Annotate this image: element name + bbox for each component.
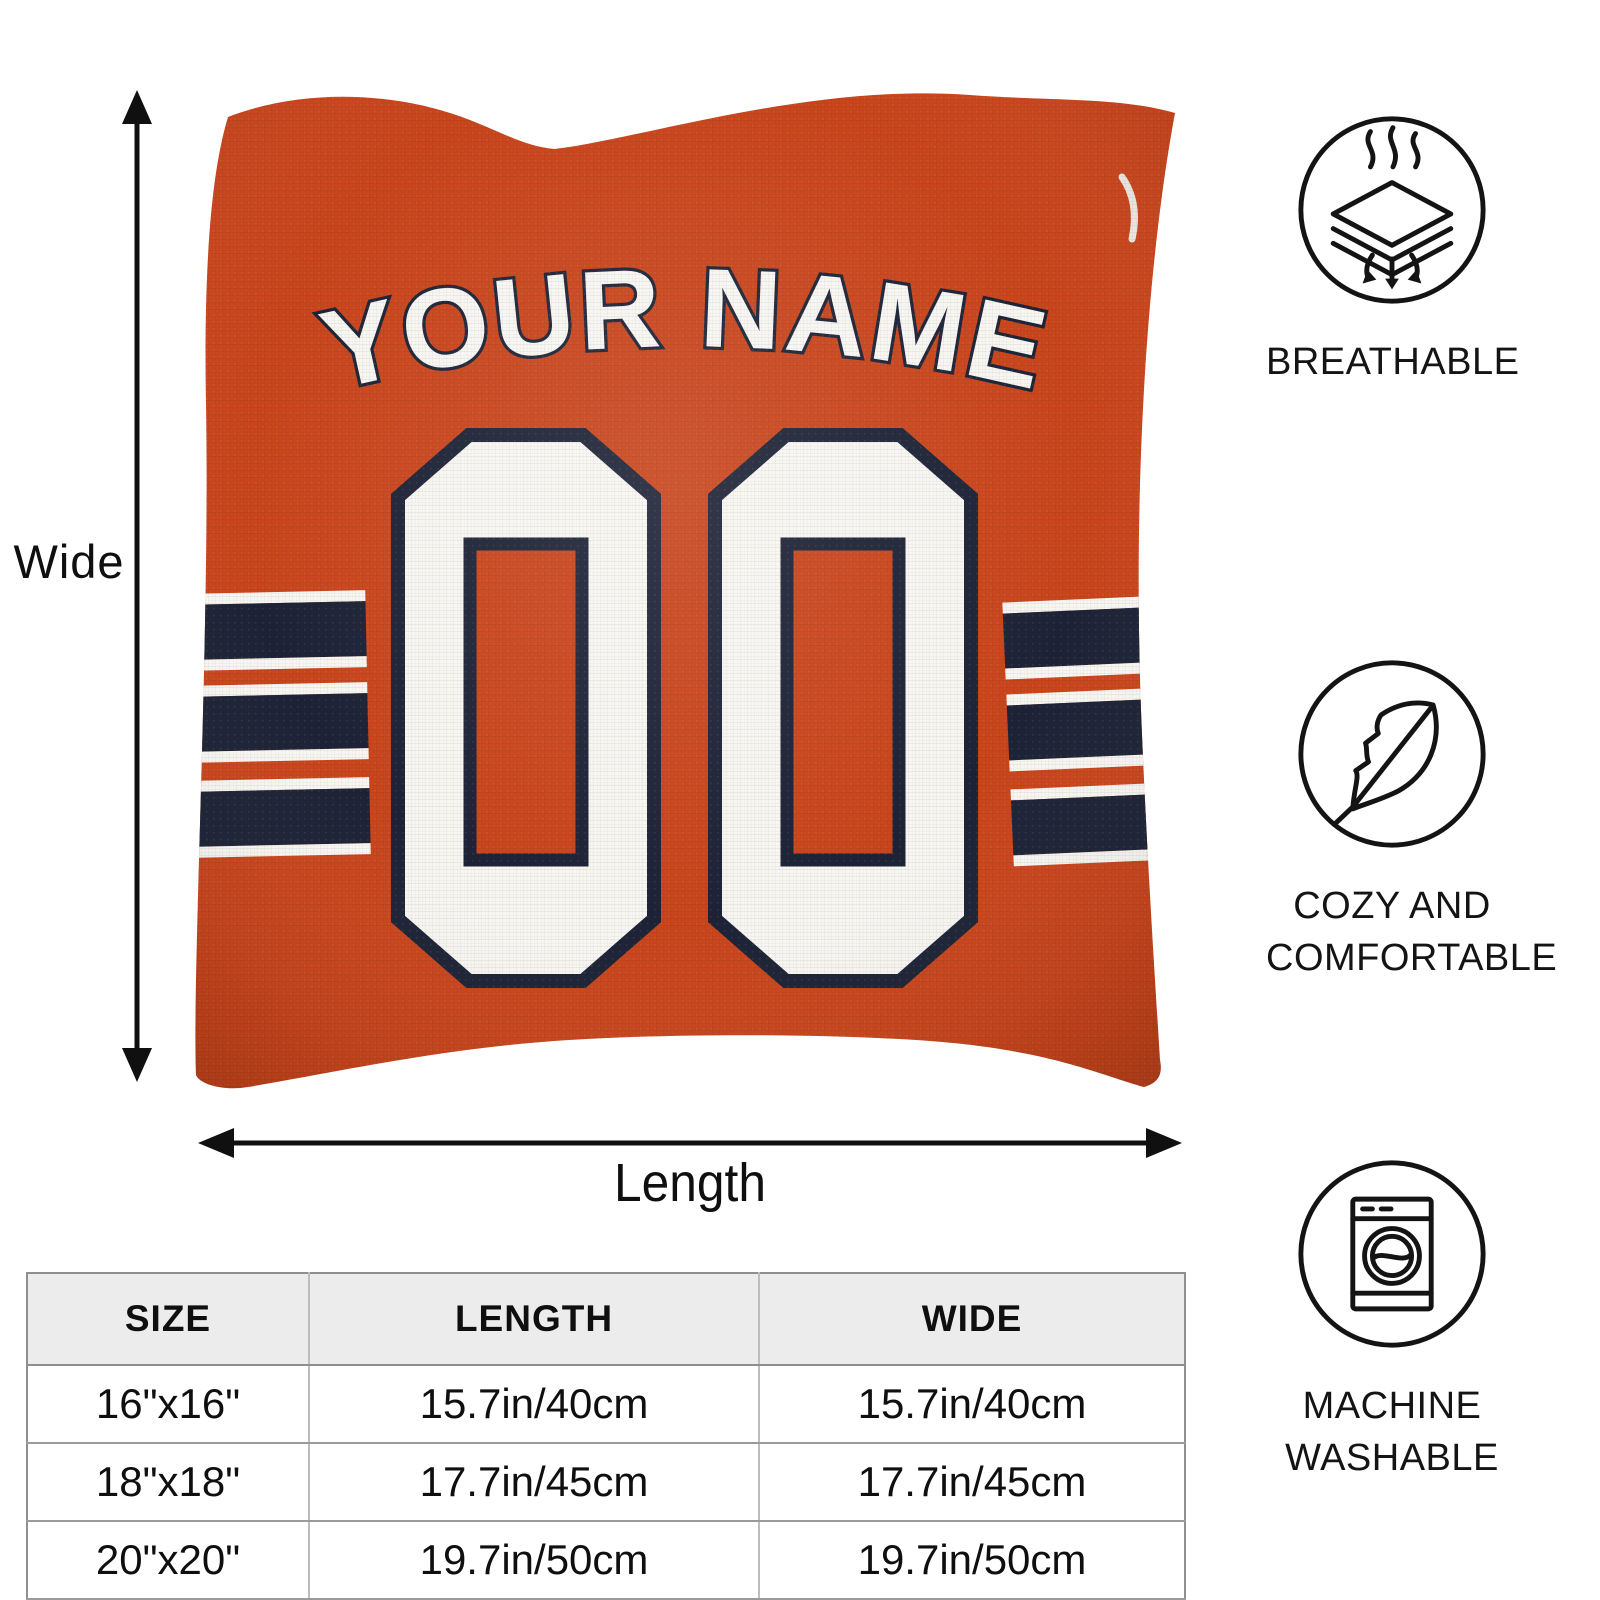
feature-label: BREATHABLE xyxy=(1266,341,1520,383)
col-header-wide: WIDE xyxy=(758,1272,1186,1366)
feature-breathable: BREATHABLE xyxy=(1262,112,1522,388)
size-table: SIZE LENGTH WIDE 16"x16" 15.7in/40cm 15.… xyxy=(26,1272,1186,1600)
length-dimension-label: Length xyxy=(614,1153,766,1213)
table-header-row: SIZE LENGTH WIDE xyxy=(26,1272,1186,1366)
cell-size: 20"x20" xyxy=(26,1520,310,1600)
washing-machine-icon xyxy=(1298,1160,1486,1348)
table-row: 20"x20" 19.7in/50cm 19.7in/50cm xyxy=(26,1520,1186,1600)
feature-cozy: COZY AND COMFORTABLE xyxy=(1262,656,1558,985)
cell-wide: 17.7in/45cm xyxy=(758,1442,1186,1522)
pillow-graphic: YOUR NAME xyxy=(195,93,1176,1089)
feature-washable: MACHINE WASHABLE xyxy=(1262,1156,1522,1485)
length-dimension-arrow xyxy=(198,1128,1182,1158)
cell-size: 18"x18" xyxy=(26,1442,310,1522)
col-header-size: SIZE xyxy=(26,1272,310,1366)
cell-length: 17.7in/45cm xyxy=(308,1442,760,1522)
feature-label: COZY AND COMFORTABLE xyxy=(1266,885,1558,980)
wide-dimension-arrow xyxy=(122,90,152,1082)
table-row: 18"x18" 17.7in/45cm 17.7in/45cm xyxy=(26,1442,1186,1522)
table-row: 16"x16" 15.7in/40cm 15.7in/40cm xyxy=(26,1364,1186,1444)
cell-wide: 15.7in/40cm xyxy=(758,1364,1186,1444)
wide-dimension-label: Wide xyxy=(13,535,125,588)
feature-label: MACHINE WASHABLE xyxy=(1285,1385,1499,1480)
cell-size: 16"x16" xyxy=(26,1364,310,1444)
cell-length: 19.7in/50cm xyxy=(308,1520,760,1600)
feather-icon xyxy=(1298,660,1486,848)
col-header-length: LENGTH xyxy=(308,1272,760,1366)
cell-wide: 19.7in/50cm xyxy=(758,1520,1186,1600)
breathable-layers-icon xyxy=(1298,116,1486,304)
cell-length: 15.7in/40cm xyxy=(308,1364,760,1444)
fabric-shading xyxy=(195,93,1176,1089)
